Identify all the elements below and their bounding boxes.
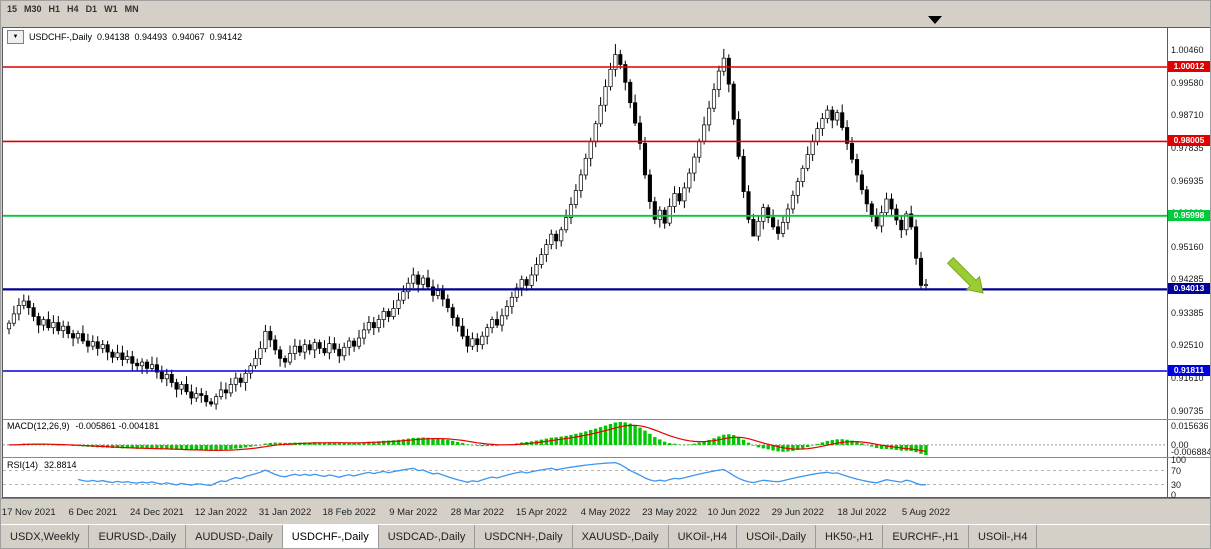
date-label: 18 Jul 2022 <box>837 507 887 518</box>
tf-button-H1[interactable]: H1 <box>48 4 61 14</box>
date-label: 15 Apr 2022 <box>515 507 568 518</box>
chart-dropdown-button[interactable]: ▼ <box>7 30 24 44</box>
date-label: 18 Feb 2022 <box>322 507 376 518</box>
tf-button-MN[interactable]: MN <box>124 4 139 14</box>
chart-tab-xauusd-daily[interactable]: XAUUSD-,Daily <box>573 525 669 548</box>
price-tick-0.95160: 0.95160 <box>1171 241 1204 252</box>
macd-axis-top: 0.015636 <box>1171 421 1209 431</box>
date-label: 31 Jan 2022 <box>258 507 312 518</box>
chart-tab-bar: USDX,Weekly EURUSD-,Daily AUDUSD-,Daily USD… <box>1 524 1210 548</box>
pane-separator-macd[interactable] <box>3 419 1210 420</box>
tf-button-W1[interactable]: W1 <box>104 4 118 14</box>
chart-close-value: 0.94142 <box>209 32 243 42</box>
rsi-name: RSI(14) <box>7 460 39 470</box>
price-tick-0.98710: 0.98710 <box>1171 110 1204 121</box>
price-tick-0.91610: 0.91610 <box>1171 373 1204 384</box>
chart-shift-marker[interactable] <box>928 16 942 24</box>
time-axis[interactable]: 17 Nov 2021 6 Dec 2021 24 Dec 2021 12 Jan 2… <box>1 498 1210 525</box>
macd-pane[interactable] <box>3 420 1167 457</box>
date-label: 12 Jan 2022 <box>194 507 248 518</box>
date-label: 23 May 2022 <box>642 507 698 518</box>
chart-ohlc-overlay: ▼ USDCHF-,Daily 0.94138 0.94493 0.94067 … <box>7 30 242 44</box>
chart-tab-usdcad-daily[interactable]: USDCAD-,Daily <box>379 525 476 548</box>
chart-tab-hk50-h1[interactable]: HK50-,H1 <box>816 525 884 548</box>
date-label: 28 Mar 2022 <box>450 507 505 518</box>
chart-tab-ukoil-h4[interactable]: UKOil-,H4 <box>669 525 738 548</box>
macd-axis-bottom: -0.006884 <box>1171 447 1211 457</box>
chart-tab-usoil-daily[interactable]: USOil-,Daily <box>737 525 817 548</box>
price-tick-0.93385: 0.93385 <box>1171 307 1204 318</box>
rsi-axis-70: 70 <box>1171 465 1182 476</box>
date-label: 24 Dec 2021 <box>129 507 184 518</box>
chart-open-value: 0.94138 <box>97 32 130 42</box>
rsi-axis-100: 100 <box>1171 455 1187 465</box>
date-label: 5 Aug 2022 <box>901 507 951 518</box>
date-label: 9 Mar 2022 <box>389 507 438 518</box>
price-line-label-0.98005: 0.98005 <box>1168 135 1210 147</box>
date-label: 17 Nov 2021 <box>1 507 56 518</box>
chart-tab-usdcnh-daily[interactable]: USDCNH-,Daily <box>475 525 573 548</box>
price-tick-0.96935: 0.96935 <box>1171 176 1204 187</box>
price-line-label-0.94013: 0.94013 <box>1168 283 1210 295</box>
chart-tab-usdx-weekly[interactable]: USDX,Weekly <box>1 525 90 548</box>
candlestick-series <box>6 44 929 410</box>
macd-axis-zero: 0.00 <box>1171 439 1189 450</box>
price-axis-separator <box>1167 27 1168 498</box>
price-tick-0.97835: 0.97835 <box>1171 142 1204 153</box>
tf-button-M30[interactable]: M30 <box>24 4 42 14</box>
price-tick-0.94285: 0.94285 <box>1171 274 1204 285</box>
macd-values: -0.005861 -0.004181 <box>75 421 160 431</box>
rsi-axis-0: 0 <box>1171 490 1177 500</box>
macd-signal-line <box>9 424 927 452</box>
down-arrow-annotation[interactable] <box>946 256 984 294</box>
date-label: 10 Jun 2022 <box>707 507 760 518</box>
price-tick-1.00460: 1.00460 <box>1171 45 1204 56</box>
price-line-label-0.91811: 0.91811 <box>1168 364 1210 376</box>
price-tick-0.99580: 0.99580 <box>1171 78 1204 88</box>
rsi-line <box>77 462 927 486</box>
pane-separator-rsi[interactable] <box>3 457 1210 458</box>
date-label: 4 May 2022 <box>580 507 631 518</box>
tf-button-H4[interactable]: H4 <box>67 4 79 14</box>
timeframe-toolbar: 15 M30 H1 H4 D1 W1 MN <box>1 1 1210 26</box>
date-label: 6 Dec 2021 <box>68 507 118 518</box>
chart-low-value: 0.94067 <box>172 32 205 42</box>
rsi-axis-30: 30 <box>1171 479 1182 490</box>
chart-tab-eurchf-h1[interactable]: EURCHF-,H1 <box>883 525 969 548</box>
price-tick-0.90735: 0.90735 <box>1171 405 1204 416</box>
chart-tab-eurusd-daily[interactable]: EURUSD-,Daily <box>89 525 187 548</box>
macd-indicator-label: MACD(12,26,9) -0.005861 -0.004181 <box>7 421 159 431</box>
rsi-indicator-label: RSI(14) 32.8814 <box>7 460 77 470</box>
tf-button-15[interactable]: 15 <box>7 4 18 14</box>
tf-button-D1[interactable]: D1 <box>85 4 98 14</box>
chart-high-value: 0.94493 <box>134 32 168 42</box>
rsi-pane[interactable] <box>3 458 1167 497</box>
chart-tab-usoil-h4[interactable]: USOil-,H4 <box>969 525 1038 548</box>
chart-title: USDCHF-,Daily <box>29 32 92 42</box>
price-line-label-1.00012: 1.00012 <box>1168 60 1210 72</box>
macd-name: MACD(12,26,9) <box>7 421 70 431</box>
price-tick-0.92510: 0.92510 <box>1171 340 1204 351</box>
chart-tab-audusd-daily[interactable]: AUDUSD-,Daily <box>186 525 283 548</box>
date-label: 29 Jun 2022 <box>771 507 824 518</box>
price-line-label-0.95998: 0.95998 <box>1168 209 1210 221</box>
main-price-pane[interactable] <box>3 28 1167 419</box>
chart-tab-usdchf-daily[interactable]: USDCHF-,Daily <box>282 525 379 548</box>
rsi-value: 32.8814 <box>44 460 77 470</box>
